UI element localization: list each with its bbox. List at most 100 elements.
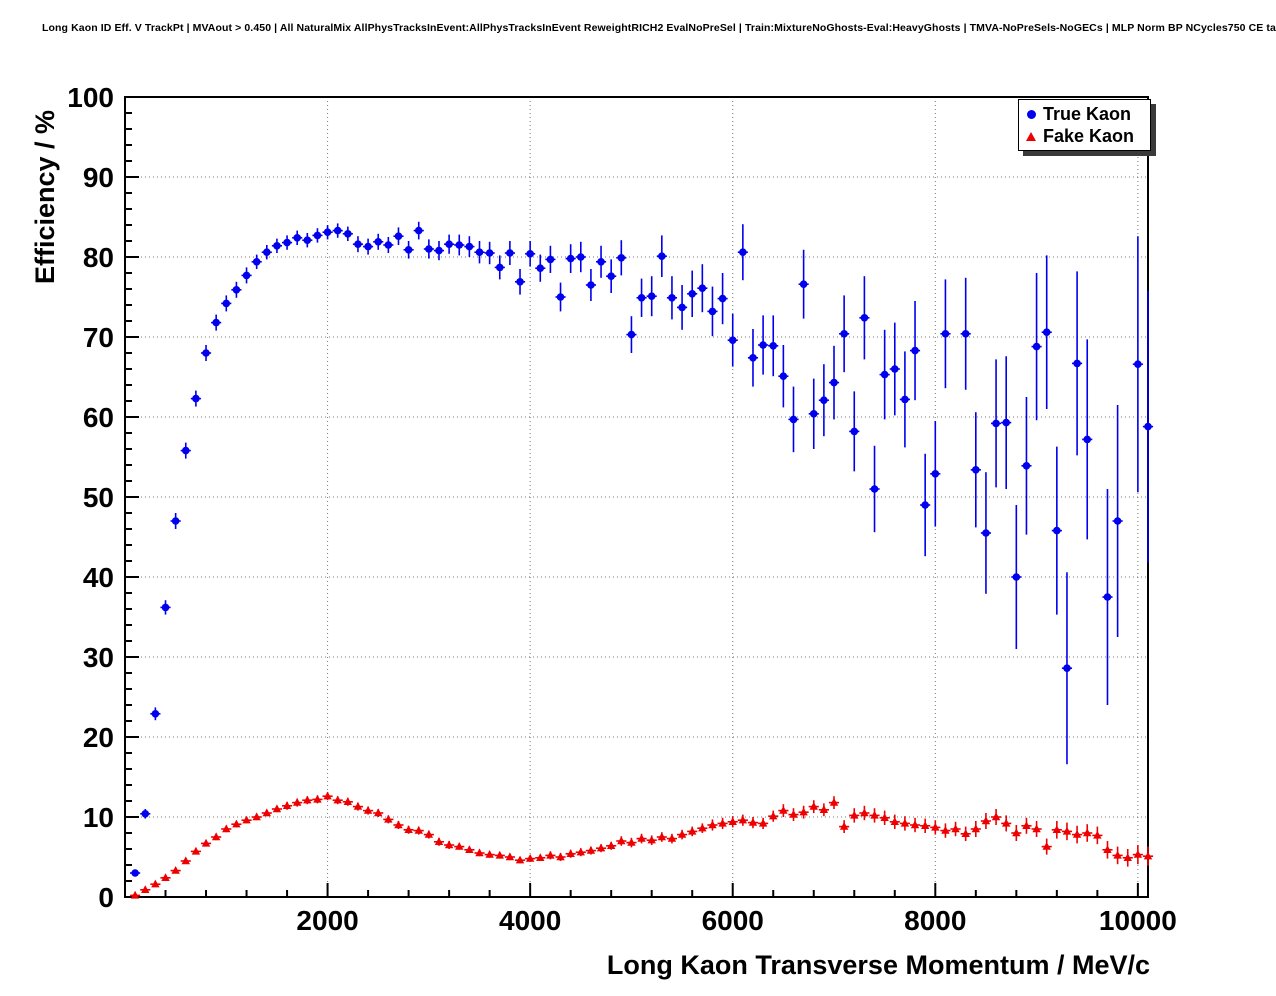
- data-point: [980, 813, 992, 829]
- data-point: [150, 879, 161, 888]
- data-point: [484, 241, 495, 265]
- data-point: [342, 226, 353, 241]
- true-kaon-marker-icon: [1026, 109, 1036, 119]
- data-point: [504, 241, 515, 265]
- data-point: [352, 236, 364, 253]
- data-point: [585, 846, 596, 855]
- y-tick-label: 30: [83, 642, 114, 673]
- y-tick-label: 100: [67, 82, 114, 113]
- data-point: [312, 228, 323, 243]
- data-point: [444, 840, 455, 849]
- data-point: [413, 221, 424, 240]
- data-point: [889, 322, 900, 416]
- data-point: [180, 442, 191, 459]
- data-point: [393, 820, 404, 829]
- data-point: [474, 241, 485, 264]
- data-point: [616, 836, 627, 846]
- data-point: [636, 833, 647, 844]
- data-point: [585, 269, 596, 301]
- data-point: [190, 846, 201, 855]
- data-point: [606, 841, 617, 850]
- data-point: [160, 873, 171, 881]
- data-point: [464, 236, 475, 257]
- data-point: [920, 818, 931, 833]
- data-point: [332, 795, 343, 805]
- data-point: [818, 803, 829, 817]
- y-tick-label: 40: [83, 562, 114, 593]
- data-point: [312, 794, 323, 804]
- data-point: [646, 835, 657, 845]
- legend-label-fake-kaon: Fake Kaon: [1043, 126, 1135, 146]
- data-point: [909, 817, 921, 833]
- data-point: [555, 282, 566, 312]
- tick-labels: 2000 4000 6000 8000 10000 0 10 20 30 40 50 60 70 80 90…: [67, 82, 1177, 936]
- data-point: [889, 814, 900, 829]
- data-point: [150, 707, 161, 721]
- data-point: [768, 810, 779, 822]
- data-point: [474, 848, 485, 857]
- data-point: [231, 281, 242, 298]
- data-point: [788, 808, 799, 821]
- x-axis-title: Long Kaon Transverse Momentum / MeV/c: [606, 950, 1150, 980]
- data-point: [271, 804, 282, 813]
- data-point: [565, 244, 576, 273]
- data-point: [363, 238, 374, 255]
- data-point: [1031, 821, 1042, 837]
- x-tick-label: 8000: [904, 905, 966, 936]
- series-fake-kaon: [130, 791, 1154, 899]
- data-point: [859, 805, 870, 821]
- data-point: [626, 837, 637, 848]
- data-point: [1061, 822, 1073, 841]
- data-point: [241, 815, 252, 824]
- data-point: [1041, 255, 1052, 409]
- data-point: [879, 329, 890, 420]
- data-point: [1082, 824, 1093, 842]
- data-point: [211, 314, 222, 331]
- y-tick-label: 70: [83, 322, 114, 353]
- data-point: [869, 445, 880, 533]
- data-point: [818, 364, 829, 437]
- data-point: [1102, 489, 1113, 705]
- data-point: [778, 345, 789, 408]
- data-point: [1051, 446, 1062, 615]
- legend: True Kaon Fake Kaon: [1018, 99, 1151, 151]
- data-point: [737, 814, 748, 826]
- fake-kaon-marker-icon: [1026, 131, 1036, 141]
- data-point: [920, 453, 931, 557]
- data-point: [221, 295, 232, 312]
- data-point: [606, 259, 617, 293]
- series-true-kaon: [130, 221, 1154, 877]
- data-point: [1122, 849, 1133, 867]
- data-point: [616, 240, 627, 276]
- data-point: [1001, 356, 1012, 489]
- plot-frame: [124, 96, 1149, 898]
- data-point: [595, 245, 607, 278]
- data-point: [1132, 845, 1143, 865]
- data-point: [859, 276, 870, 360]
- data-point: [798, 805, 809, 819]
- data-point: [940, 279, 951, 389]
- data-point: [170, 866, 181, 874]
- data-point: [423, 239, 434, 259]
- data-point: [251, 812, 262, 821]
- y-tick-label: 10: [83, 802, 114, 833]
- data-point: [960, 826, 971, 841]
- data-point: [687, 270, 698, 317]
- data-point: [322, 225, 333, 240]
- axis-ticks: [125, 112, 1139, 897]
- legend-entry-fake-kaon: Fake Kaon: [1019, 125, 1150, 147]
- data-point: [1112, 846, 1123, 865]
- data-point: [1021, 397, 1032, 535]
- data-point: [514, 855, 526, 864]
- data-point: [950, 821, 961, 837]
- data-point: [687, 826, 698, 837]
- data-point: [211, 832, 222, 841]
- data-point: [302, 795, 313, 805]
- data-point: [869, 808, 880, 823]
- data-point: [677, 829, 688, 840]
- data-point: [403, 241, 414, 259]
- data-point: [281, 235, 293, 250]
- data-point: [140, 885, 151, 893]
- data-point: [342, 797, 353, 806]
